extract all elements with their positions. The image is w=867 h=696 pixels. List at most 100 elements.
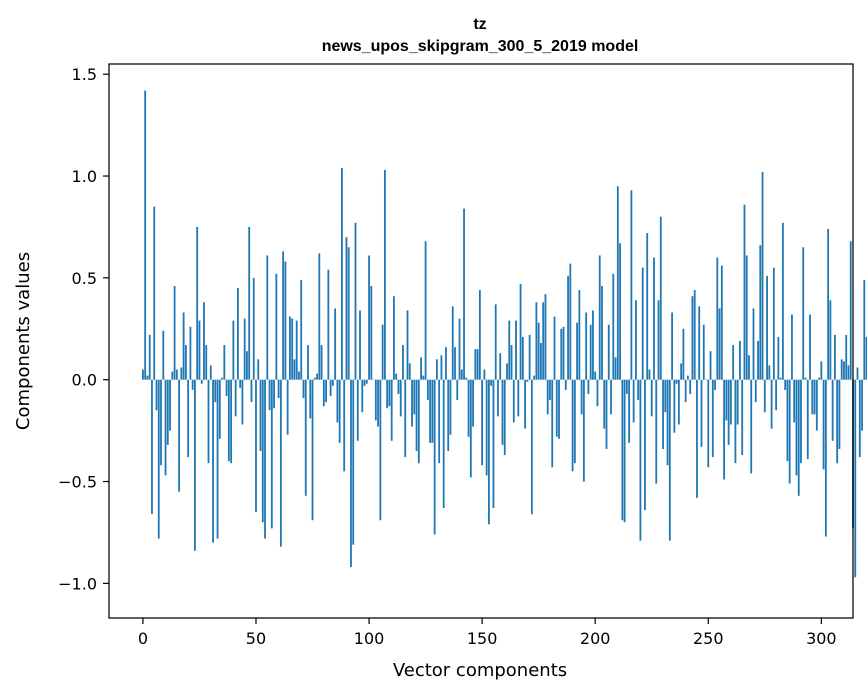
bar-50 <box>255 379 257 513</box>
bar-208 <box>612 273 615 380</box>
bar-173 <box>533 375 536 380</box>
bar-10 <box>164 379 167 476</box>
bar-179 <box>546 379 549 415</box>
bar-175 <box>537 322 540 380</box>
bar-22 <box>191 379 194 390</box>
bar-20 <box>187 379 190 458</box>
bar-113 <box>397 379 400 394</box>
bar-248 <box>702 324 705 380</box>
bar-158 <box>499 353 502 380</box>
bar-166 <box>517 379 520 417</box>
bar-79 <box>320 345 323 380</box>
bar-4 <box>151 379 153 515</box>
bar-145 <box>469 379 472 478</box>
bar-258 <box>725 379 728 421</box>
bar-149 <box>478 290 481 380</box>
bar-284 <box>784 379 787 390</box>
bar-148 <box>476 349 479 380</box>
bar-315 <box>854 379 857 578</box>
y-tick-label: 0.0 <box>72 371 97 390</box>
bar-9 <box>162 330 165 380</box>
bar-165 <box>515 320 517 380</box>
bar-122 <box>417 379 420 464</box>
bar-67 <box>293 359 296 380</box>
bar-68 <box>295 320 298 380</box>
bar-98 <box>363 379 366 386</box>
bar-53 <box>261 379 264 523</box>
bar-305 <box>831 379 834 441</box>
bar-184 <box>558 379 560 439</box>
bar-38 <box>227 379 230 462</box>
bar-16 <box>178 379 181 492</box>
bar-18 <box>182 312 185 380</box>
bar-227 <box>655 379 658 484</box>
bar-221 <box>641 267 644 380</box>
bar-139 <box>456 379 459 401</box>
bar-125 <box>424 241 427 380</box>
bar-36 <box>223 345 226 380</box>
chart-title: tz <box>473 16 486 33</box>
bar-301 <box>822 379 825 470</box>
bar-240 <box>684 379 687 403</box>
bar-82 <box>327 269 330 380</box>
bar-260 <box>729 379 732 425</box>
bar-116 <box>404 379 407 458</box>
bar-155 <box>492 379 495 509</box>
bar-229 <box>659 216 662 380</box>
bar-64 <box>286 379 289 435</box>
bar-121 <box>415 379 418 451</box>
bar-174 <box>535 302 538 380</box>
bar-140 <box>458 318 461 380</box>
bar-313 <box>849 241 852 380</box>
bar-8 <box>160 379 162 466</box>
x-tick-label: 250 <box>693 629 724 648</box>
bar-244 <box>693 290 696 380</box>
bar-96 <box>359 310 361 380</box>
bar-262 <box>734 379 737 464</box>
bar-66 <box>291 318 294 380</box>
bar-273 <box>759 245 762 380</box>
x-axis-label: Vector components <box>393 660 567 681</box>
bar-172 <box>530 379 533 515</box>
bar-243 <box>691 296 694 380</box>
bar-85 <box>334 308 337 380</box>
bar-233 <box>668 379 671 541</box>
bar-141 <box>460 369 463 380</box>
bar-261 <box>732 345 735 380</box>
bar-52 <box>259 379 262 451</box>
bar-298 <box>815 379 818 431</box>
bar-0 <box>142 369 144 380</box>
bar-31 <box>212 379 214 543</box>
bar-33 <box>216 379 219 539</box>
bar-282 <box>779 377 782 380</box>
bar-75 <box>311 379 314 521</box>
bar-215 <box>628 379 631 443</box>
bar-83 <box>329 379 332 396</box>
bar-61 <box>279 379 282 547</box>
bar-71 <box>302 379 305 399</box>
bar-13 <box>171 371 174 380</box>
bar-105 <box>379 379 382 521</box>
bar-251 <box>709 351 712 380</box>
bar-309 <box>840 359 843 380</box>
bar-276 <box>766 275 768 380</box>
bar-147 <box>474 349 477 380</box>
bar-267 <box>745 255 748 380</box>
bar-164 <box>512 379 515 423</box>
bar-201 <box>596 379 599 407</box>
x-tick-label: 50 <box>246 629 266 648</box>
bar-183 <box>555 379 558 437</box>
bar-107 <box>383 169 386 380</box>
bar-132 <box>440 355 443 380</box>
bar-134 <box>445 347 447 380</box>
bar-254 <box>716 257 719 380</box>
bar-318 <box>861 379 863 431</box>
bar-186 <box>562 326 565 380</box>
bar-169 <box>524 379 527 429</box>
y-axis-label: Components values <box>13 252 34 430</box>
bar-218 <box>635 300 637 380</box>
bar-317 <box>858 379 861 458</box>
bar-194 <box>580 379 583 415</box>
bar-268 <box>748 355 750 380</box>
bar-264 <box>739 341 741 380</box>
